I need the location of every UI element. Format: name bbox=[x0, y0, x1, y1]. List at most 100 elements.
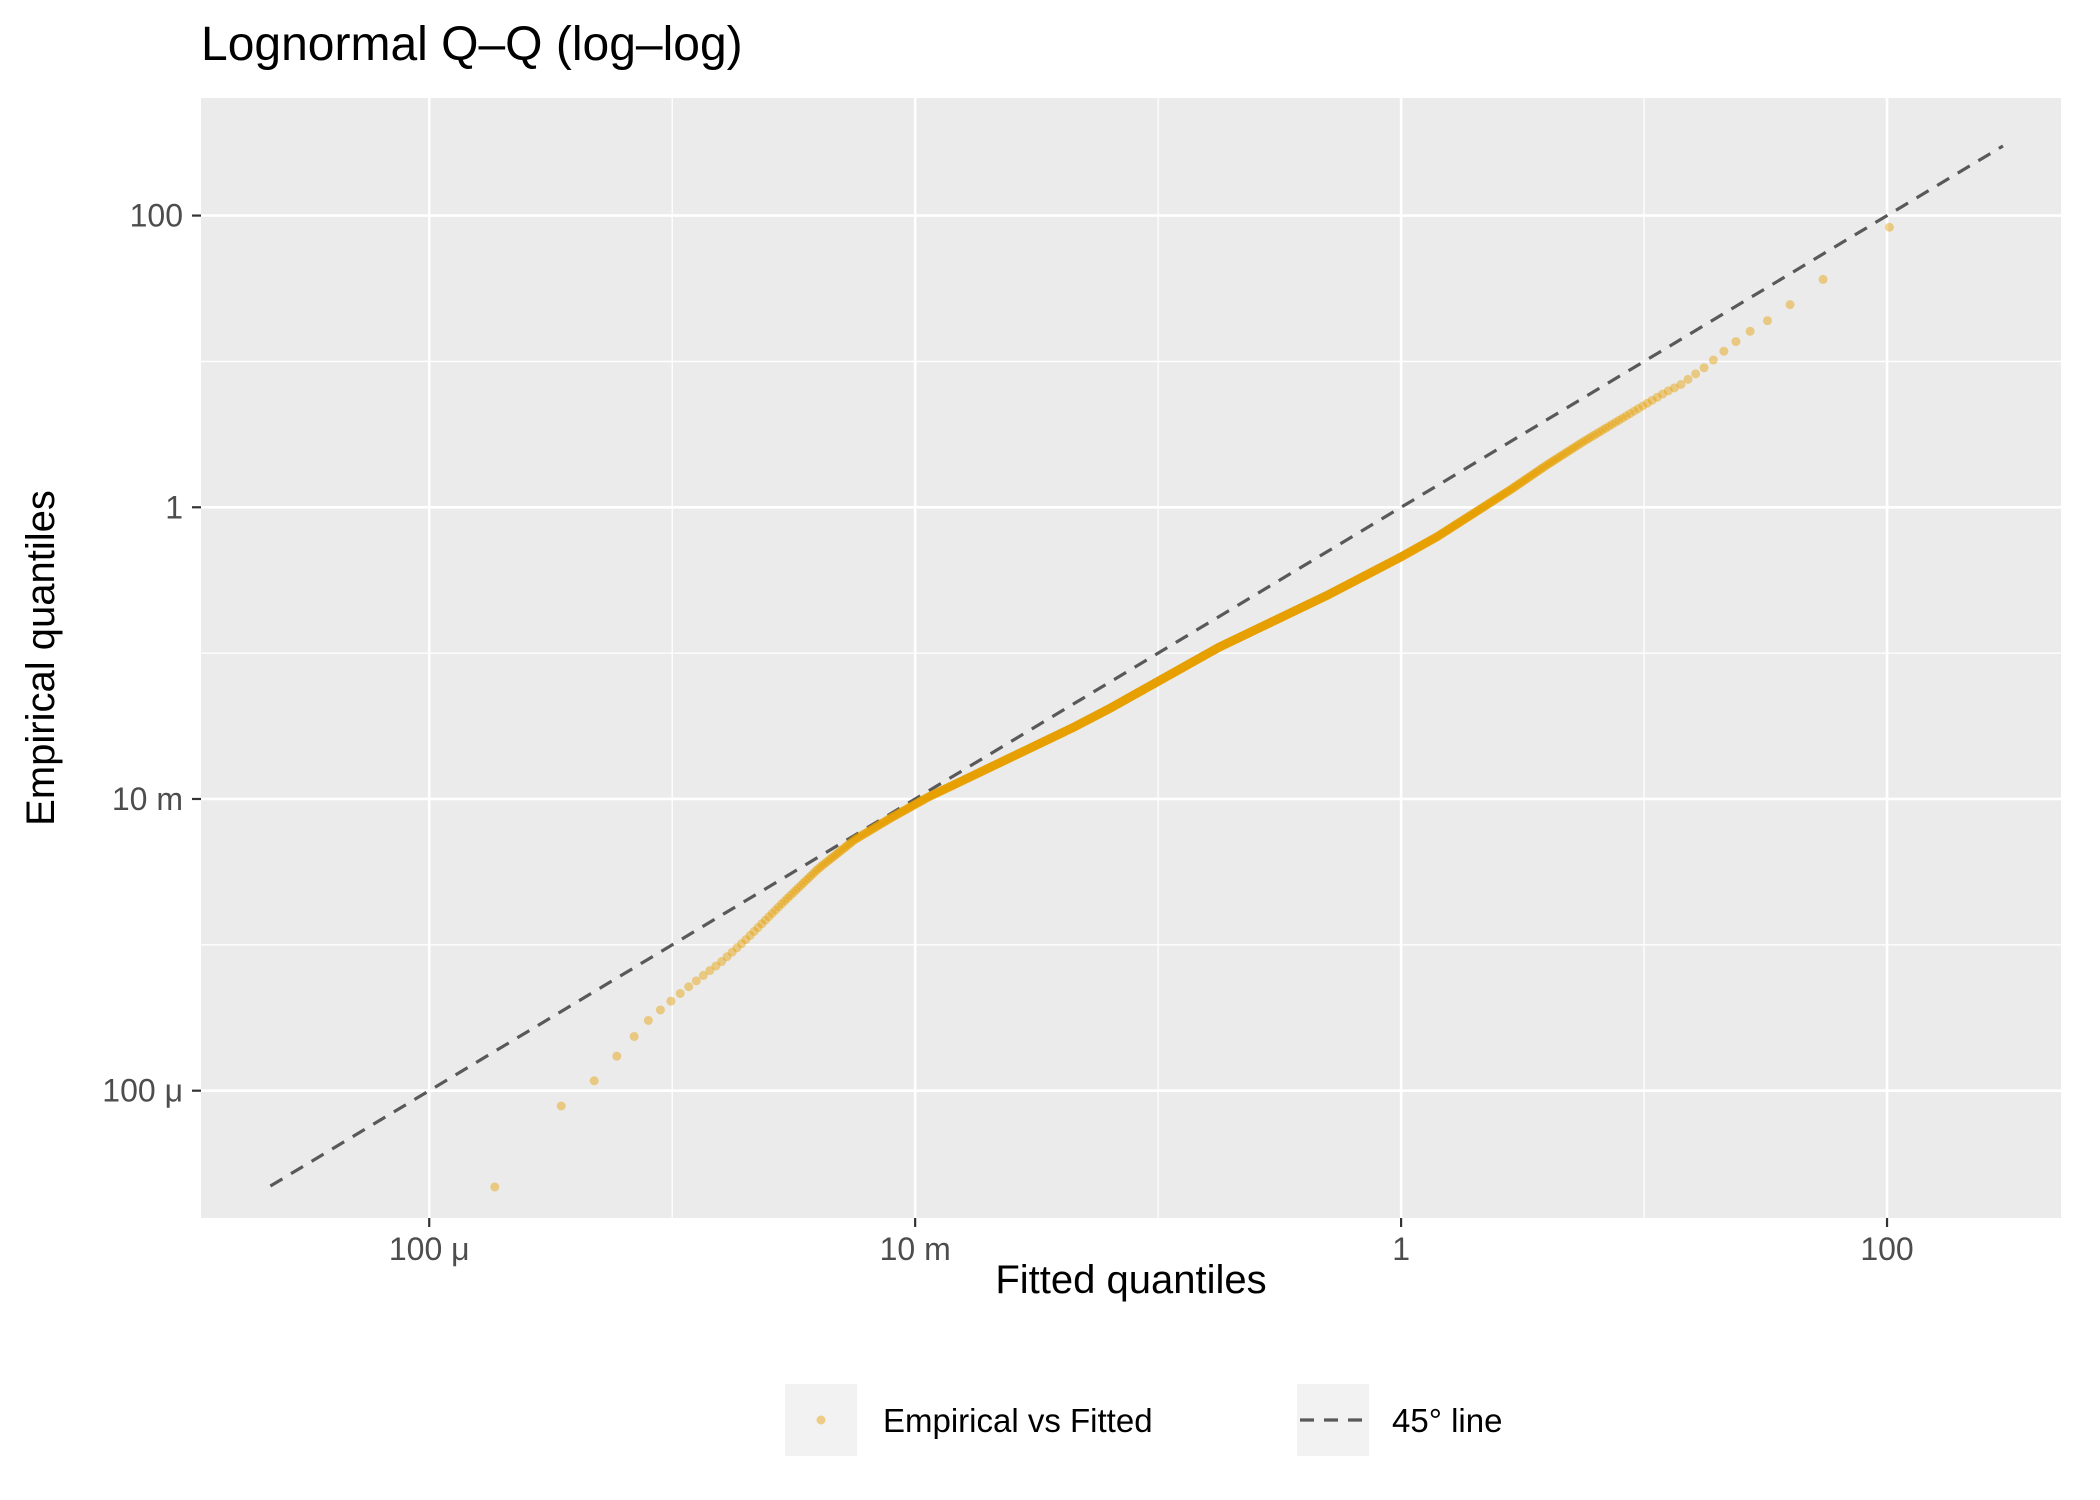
qq-point bbox=[1316, 593, 1326, 603]
qq-point bbox=[1153, 676, 1163, 686]
qq-point bbox=[1518, 476, 1528, 486]
qq-point bbox=[1323, 590, 1333, 600]
qq-point bbox=[1074, 719, 1084, 729]
qq-point bbox=[1131, 689, 1141, 699]
qq-point bbox=[1169, 668, 1179, 678]
qq-point bbox=[886, 813, 896, 823]
qq-point bbox=[957, 776, 967, 786]
qq-point bbox=[823, 856, 833, 866]
qq-point bbox=[589, 1076, 599, 1086]
qq-point bbox=[1060, 727, 1070, 737]
qq-point bbox=[1285, 608, 1295, 618]
qq-point bbox=[722, 952, 732, 962]
qq-point bbox=[1181, 661, 1191, 671]
qq-point bbox=[1328, 587, 1338, 597]
qq-point bbox=[749, 926, 759, 936]
qq-point bbox=[1277, 612, 1287, 622]
qq-point bbox=[1007, 752, 1017, 762]
qq-point bbox=[1476, 503, 1486, 513]
qq-point bbox=[1170, 667, 1180, 677]
qq-point bbox=[1217, 641, 1227, 651]
qq-point bbox=[991, 759, 1001, 769]
qq-point bbox=[994, 758, 1004, 768]
qq-point bbox=[1199, 651, 1209, 661]
qq-point bbox=[698, 970, 708, 980]
qq-point bbox=[827, 853, 837, 863]
qq-point bbox=[1511, 481, 1521, 491]
qq-point bbox=[1166, 669, 1176, 679]
qq-point bbox=[906, 802, 916, 812]
qq-point bbox=[1211, 644, 1221, 654]
qq-point bbox=[1399, 550, 1409, 560]
qq-point bbox=[1220, 639, 1230, 649]
qq-point bbox=[1233, 633, 1243, 643]
qq-point bbox=[1207, 646, 1217, 656]
qq-point bbox=[1459, 514, 1469, 524]
qq-point bbox=[1315, 594, 1325, 604]
qq-point bbox=[881, 816, 891, 826]
qq-point bbox=[1344, 579, 1354, 589]
qq-point bbox=[1155, 676, 1165, 686]
qq-point bbox=[1520, 475, 1530, 485]
qq-point bbox=[1184, 659, 1194, 669]
qq-point bbox=[1043, 735, 1053, 745]
qq-point bbox=[1019, 746, 1029, 756]
qq-point bbox=[1025, 743, 1035, 753]
qq-point bbox=[1203, 648, 1213, 658]
x-tick-label: 100 μ bbox=[389, 1231, 470, 1267]
qq-point bbox=[1262, 619, 1272, 629]
qq-point bbox=[969, 770, 979, 780]
qq-point bbox=[1437, 528, 1447, 538]
qq-point bbox=[1223, 638, 1233, 648]
qq-point bbox=[1371, 565, 1381, 575]
qq-point bbox=[1343, 580, 1353, 590]
qq-point bbox=[1430, 533, 1440, 543]
qq-point bbox=[1573, 440, 1583, 450]
qq-point bbox=[1180, 662, 1190, 672]
qq-point bbox=[1287, 607, 1297, 617]
qq-point bbox=[1183, 659, 1193, 669]
qq-point bbox=[889, 811, 899, 821]
qq-point bbox=[1026, 743, 1036, 753]
qq-point bbox=[1159, 673, 1169, 683]
qq-point bbox=[1161, 672, 1171, 682]
qq-point bbox=[1125, 692, 1135, 702]
qq-point bbox=[899, 806, 909, 816]
qq-point bbox=[1418, 540, 1428, 550]
qq-point bbox=[1298, 602, 1308, 612]
qq-point bbox=[884, 814, 894, 824]
qq-point bbox=[1023, 744, 1033, 754]
qq-point bbox=[1358, 572, 1368, 582]
qq-point bbox=[1130, 690, 1140, 700]
qq-point bbox=[1548, 456, 1558, 466]
qq-point bbox=[1142, 683, 1152, 692]
qq-point bbox=[983, 763, 993, 773]
qq-point bbox=[1127, 691, 1137, 701]
qq-point bbox=[1196, 653, 1206, 663]
qq-point bbox=[1042, 735, 1052, 745]
qq-point bbox=[939, 785, 949, 795]
qq-point bbox=[1423, 537, 1433, 547]
major-gridlines bbox=[201, 98, 2061, 1218]
qq-point bbox=[1463, 512, 1473, 522]
qq-point bbox=[1198, 651, 1208, 661]
qq-point bbox=[1633, 404, 1643, 414]
qq-point bbox=[1566, 444, 1576, 454]
qq-point bbox=[1356, 573, 1366, 583]
qq-point bbox=[1500, 488, 1510, 498]
qq-point bbox=[1313, 595, 1323, 605]
qq-point bbox=[1505, 485, 1515, 495]
qq-point bbox=[1063, 725, 1073, 735]
qq-point bbox=[1065, 724, 1075, 734]
qq-point bbox=[857, 830, 867, 840]
qq-point bbox=[909, 800, 919, 810]
qq-point bbox=[1386, 557, 1396, 567]
qq-point bbox=[1475, 504, 1485, 514]
qq-point bbox=[1247, 627, 1257, 637]
qq-point bbox=[1069, 722, 1079, 732]
qq-point bbox=[1392, 554, 1402, 564]
qq-point bbox=[1168, 668, 1178, 678]
qq-point bbox=[1530, 468, 1540, 478]
qq-point bbox=[998, 756, 1008, 766]
qq-point bbox=[1342, 580, 1352, 590]
